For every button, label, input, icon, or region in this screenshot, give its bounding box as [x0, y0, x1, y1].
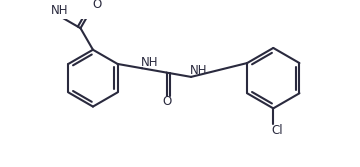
Text: Cl: Cl: [271, 124, 283, 137]
Text: O: O: [162, 95, 171, 108]
Text: NH: NH: [140, 56, 158, 68]
Text: NH: NH: [189, 64, 207, 77]
Text: NH: NH: [51, 4, 68, 17]
Text: O: O: [93, 0, 102, 11]
